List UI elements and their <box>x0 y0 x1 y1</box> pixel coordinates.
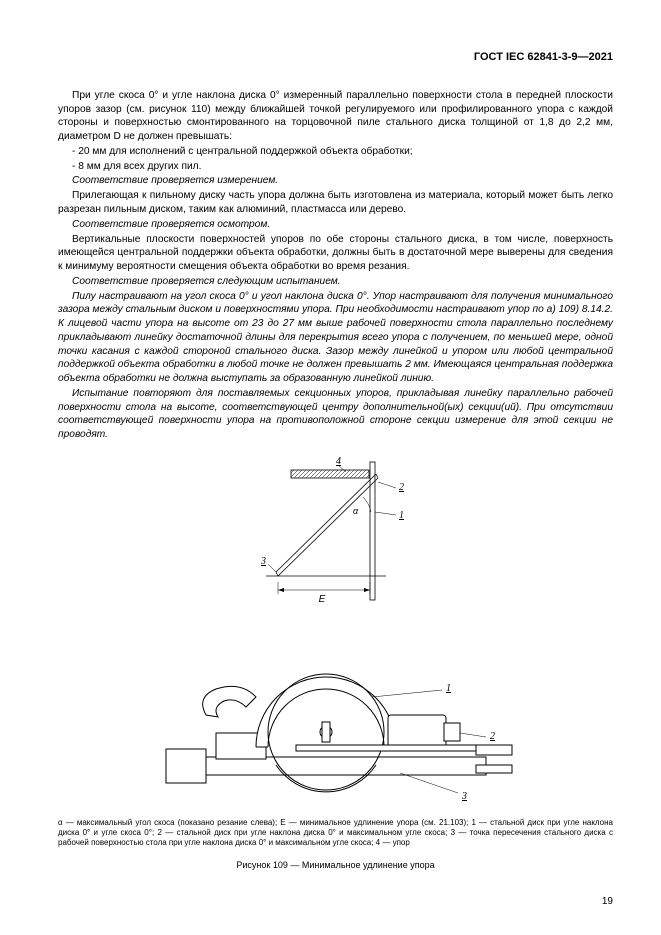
body-text: Соответствие проверяется следующим испыт… <box>58 275 613 289</box>
list-item: - 8 мм для всех других пил. <box>58 160 613 174</box>
body-text: Соответствие проверяется измерением. <box>58 174 613 188</box>
diagram-angle: E α 4 2 1 3 <box>236 452 436 612</box>
label-2: 2 <box>490 731 495 742</box>
figure-title: Рисунок 109 — Минимальное удлинение упор… <box>58 859 613 871</box>
doc-header: ГОСТ IEC 62841-3-9—2021 <box>58 50 613 65</box>
label-3: 3 <box>260 556 266 567</box>
body-text: Пилу настраивают на угол скоса 0° и угол… <box>58 290 613 386</box>
figure-bottom: 1 2 3 <box>58 637 613 812</box>
page: ГОСТ IEC 62841-3-9—2021 При угле скоса 0… <box>0 0 661 901</box>
label-alpha: α <box>353 506 359 516</box>
label-1: 1 <box>399 510 404 521</box>
figure-caption: α — максимальный угол скоса (показано ре… <box>58 818 613 849</box>
figure-top: E α 4 2 1 3 <box>58 452 613 617</box>
label-4: 4 <box>336 456 341 467</box>
body-text: Прилегающая к пильному диску часть упора… <box>58 189 613 217</box>
body-text: При угле скоса 0° и угле наклона диска 0… <box>58 89 613 144</box>
label-E: E <box>318 594 325 605</box>
body-text: Соответствие проверяется осмотром. <box>58 218 613 232</box>
body-text: Испытание повторяют для поставляемых сек… <box>58 387 613 442</box>
label-3: 3 <box>461 791 467 802</box>
body-text: Вертикальные плоскости поверхностей упор… <box>58 233 613 274</box>
page-number: 19 <box>602 896 613 907</box>
list-item: - 20 мм для исполнений с центральной под… <box>58 145 613 159</box>
label-2: 2 <box>399 482 404 493</box>
diagram-saw: 1 2 3 <box>146 637 526 807</box>
label-1: 1 <box>446 683 451 694</box>
